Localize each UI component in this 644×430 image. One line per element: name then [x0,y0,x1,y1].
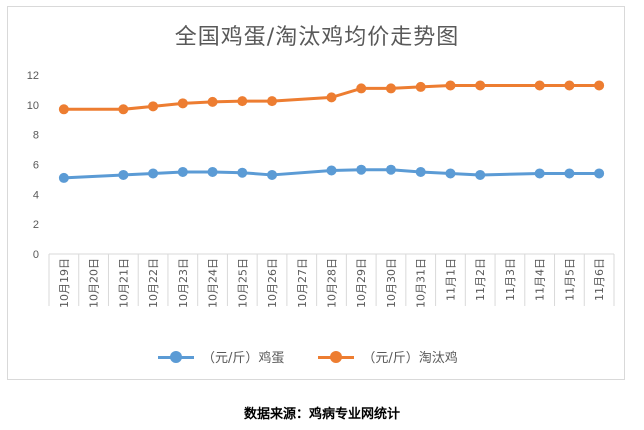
legend-swatch-culled-hens [318,350,355,363]
data-point-1 [207,96,218,107]
data-point-1 [594,80,605,91]
data-point-1 [177,98,188,109]
data-point-1 [385,83,396,94]
chart-title: 全国鸡蛋/淘汰鸡均价走势图 [174,25,460,50]
data-point-1 [118,104,129,115]
legend-dot-eggs [170,350,182,363]
data-point-1 [267,96,278,107]
data-point-1 [326,92,337,103]
x-tick-label: 10月28日 [326,258,339,308]
y-tick-label: 8 [33,130,39,142]
x-tick-label: 10月29日 [355,258,368,308]
x-tick-label: 10月25日 [236,258,249,308]
data-point-0 [267,169,278,180]
data-point-1 [534,80,545,91]
x-tick-label: 11月3日 [504,258,517,301]
x-tick-label: 10月27日 [296,258,309,308]
x-tick-label: 10月20日 [88,258,101,308]
y-tick-label: 4 [33,189,39,201]
x-tick-label: 10月24日 [207,258,220,308]
legend-item-culled-hens: （元/斤）淘汰鸡 [318,347,458,366]
data-point-1 [564,80,575,91]
y-tick-label: 12 [27,70,39,82]
series-line-0 [63,168,600,180]
x-tick-label: 11月1日 [444,258,457,301]
data-point-0 [148,168,159,179]
legend-label-culled-hens: （元/斤）淘汰鸡 [362,351,458,366]
legend-swatch-eggs [158,350,194,363]
data-point-0 [415,166,426,177]
x-tick-label: 10月26日 [266,258,279,308]
data-point-1 [237,96,248,107]
data-point-1 [475,80,486,91]
y-tick-label: 10 [27,100,39,112]
x-tick-label: 11月2日 [474,258,487,301]
legend-label-eggs: （元/斤）鸡蛋 [202,351,285,366]
source-note: 数据来源：鸡病专业网统计 [243,407,400,422]
y-tick-label: 2 [33,219,39,231]
x-tick-label: 10月19日 [58,258,71,308]
y-tick-label: 0 [33,249,39,261]
legend-item-eggs: （元/斤）鸡蛋 [158,347,284,366]
x-tick-label: 10月22日 [147,258,160,308]
data-point-0 [118,169,129,180]
chart-legend: （元/斤）鸡蛋 （元/斤）淘汰鸡 [158,347,492,366]
data-point-0 [534,168,545,179]
data-point-0 [58,172,69,183]
chart-frame: 全国鸡蛋/淘汰鸡均价走势图 0 2 4 6 8 10 12 10月19日 10月20日 10月21… [7,6,625,380]
x-tick-label: 10月21日 [117,258,130,308]
x-tick-label: 11月5日 [563,258,576,301]
data-point-1 [58,104,69,115]
data-point-0 [237,167,248,178]
x-tick-label: 11月6日 [593,258,606,301]
legend-dot-culled-hens [330,350,343,363]
data-point-1 [356,83,367,94]
x-tick-label: 11月4日 [534,258,547,301]
data-point-0 [326,165,337,176]
data-point-0 [356,164,367,175]
y-tick-label: 6 [33,160,39,172]
x-tick-label: 10月30日 [385,258,398,308]
data-point-0 [564,168,575,179]
data-point-1 [148,101,159,112]
data-point-0 [445,168,456,179]
data-point-0 [177,166,188,177]
x-tick-label: 10月31日 [415,258,428,308]
x-tick-label: 10月23日 [177,258,190,308]
data-point-1 [415,81,426,92]
data-point-0 [385,164,396,175]
data-point-0 [475,169,486,180]
data-point-0 [207,166,218,177]
series-line-1 [63,83,600,111]
data-point-1 [445,80,456,91]
data-point-0 [594,168,605,179]
line-chart-plot: 0 2 4 6 8 10 12 10月19日 10月20日 10月21日 10月22日 10月23日 1… [27,70,615,308]
